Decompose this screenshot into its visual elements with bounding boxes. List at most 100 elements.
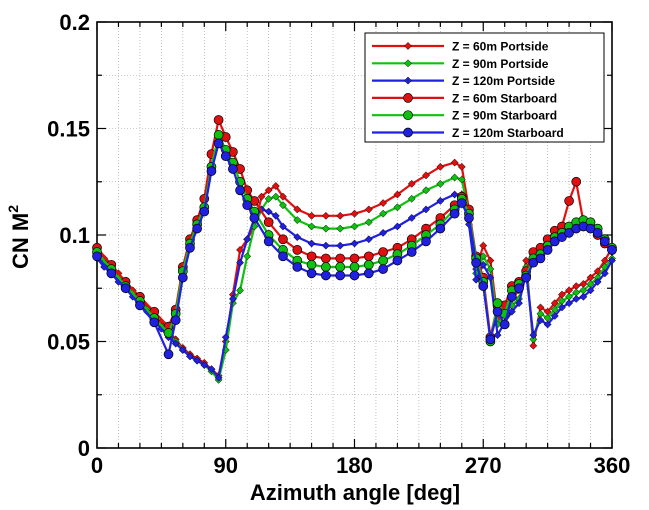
data-point — [450, 158, 459, 167]
data-point — [450, 173, 459, 182]
data-point — [264, 207, 273, 216]
y-axis-title: CN M2 — [5, 205, 33, 269]
data-point — [199, 206, 210, 217]
data-point — [163, 349, 174, 360]
data-point — [485, 334, 496, 345]
data-point — [221, 333, 230, 342]
data-point — [349, 262, 360, 272]
data-point — [565, 299, 574, 308]
data-point — [407, 214, 416, 222]
data-point — [529, 335, 538, 344]
data-point — [600, 269, 609, 278]
data-point — [186, 352, 194, 361]
data-point — [363, 251, 374, 262]
y-tick-label: 0.05 — [47, 330, 90, 355]
y-tick-labels: 0 0.05 0.1 0.15 0.2 — [47, 10, 90, 461]
data-point — [599, 236, 610, 247]
data-point — [278, 234, 288, 245]
data-point — [200, 360, 209, 369]
data-point — [228, 294, 237, 303]
legend-item: Z = 120m Portside — [372, 74, 555, 88]
series-6 — [92, 138, 617, 360]
data-point — [535, 253, 546, 264]
data-point — [220, 151, 231, 162]
data-point — [435, 223, 446, 234]
data-point — [279, 222, 287, 231]
data-point — [456, 198, 467, 208]
data-point — [213, 130, 224, 140]
data-point — [249, 213, 260, 223]
legend-marker — [404, 76, 412, 85]
data-point — [321, 224, 330, 233]
data-point — [422, 171, 430, 180]
data-point — [457, 175, 466, 184]
legend-item: Z = 90m Portside — [372, 57, 549, 71]
data-point — [492, 306, 503, 317]
legend-label: Z = 60m Portside — [452, 40, 549, 54]
data-point — [379, 199, 388, 208]
y-axis-title-superscript: 2 — [5, 205, 21, 213]
data-point — [436, 179, 445, 188]
data-point — [236, 258, 245, 267]
legend-item: Z = 60m Portside — [372, 40, 549, 54]
data-point — [564, 228, 574, 238]
data-point — [364, 205, 373, 214]
data-point — [279, 201, 287, 210]
data-point — [306, 259, 317, 270]
data-point — [579, 292, 588, 301]
data-point — [378, 255, 388, 266]
data-point — [177, 272, 188, 283]
data-point — [486, 256, 495, 265]
legend-label: Z = 90m Portside — [452, 57, 549, 71]
legend-marker — [403, 93, 413, 103]
data-point — [571, 176, 582, 187]
legend: Z = 60m Portside Z = 90m Portside Z = 120m… — [364, 32, 605, 143]
data-point — [263, 217, 274, 228]
data-point — [242, 200, 253, 211]
x-tick-label: 180 — [336, 453, 373, 478]
data-point — [243, 252, 252, 261]
legend-marker — [403, 127, 413, 138]
data-point — [479, 241, 488, 250]
data-point — [214, 373, 223, 382]
data-point — [378, 247, 388, 257]
data-point — [479, 252, 488, 261]
data-point — [529, 341, 538, 350]
data-point — [306, 268, 317, 279]
data-point — [278, 251, 288, 262]
data-point — [293, 233, 302, 242]
data-point — [549, 236, 560, 247]
data-series — [92, 115, 617, 384]
data-point — [407, 179, 416, 188]
data-point — [170, 315, 181, 326]
data-point — [321, 262, 331, 272]
data-point — [350, 222, 359, 231]
legend-box — [364, 32, 605, 143]
data-point — [464, 213, 474, 223]
data-point — [529, 331, 538, 340]
data-point — [193, 356, 202, 365]
data-point — [185, 242, 195, 253]
data-point — [492, 298, 503, 309]
data-point — [457, 162, 466, 171]
data-point — [228, 164, 238, 174]
data-point — [206, 166, 217, 176]
data-point — [421, 236, 431, 247]
data-point — [349, 253, 360, 264]
legend-label: Z = 90m Starboard — [452, 109, 557, 123]
y-tick-label: 0.2 — [59, 10, 90, 35]
data-point — [213, 115, 224, 125]
data-point — [279, 192, 287, 201]
data-point — [364, 235, 373, 244]
data-point — [257, 192, 266, 201]
legend-marker — [403, 110, 413, 121]
data-point — [436, 162, 445, 171]
data-point — [592, 228, 603, 238]
data-point — [407, 194, 416, 203]
data-point — [585, 223, 596, 234]
x-tick-label: 360 — [594, 453, 631, 478]
data-point — [586, 286, 595, 295]
data-point — [543, 320, 552, 329]
data-point — [292, 245, 303, 255]
data-point — [393, 190, 402, 199]
